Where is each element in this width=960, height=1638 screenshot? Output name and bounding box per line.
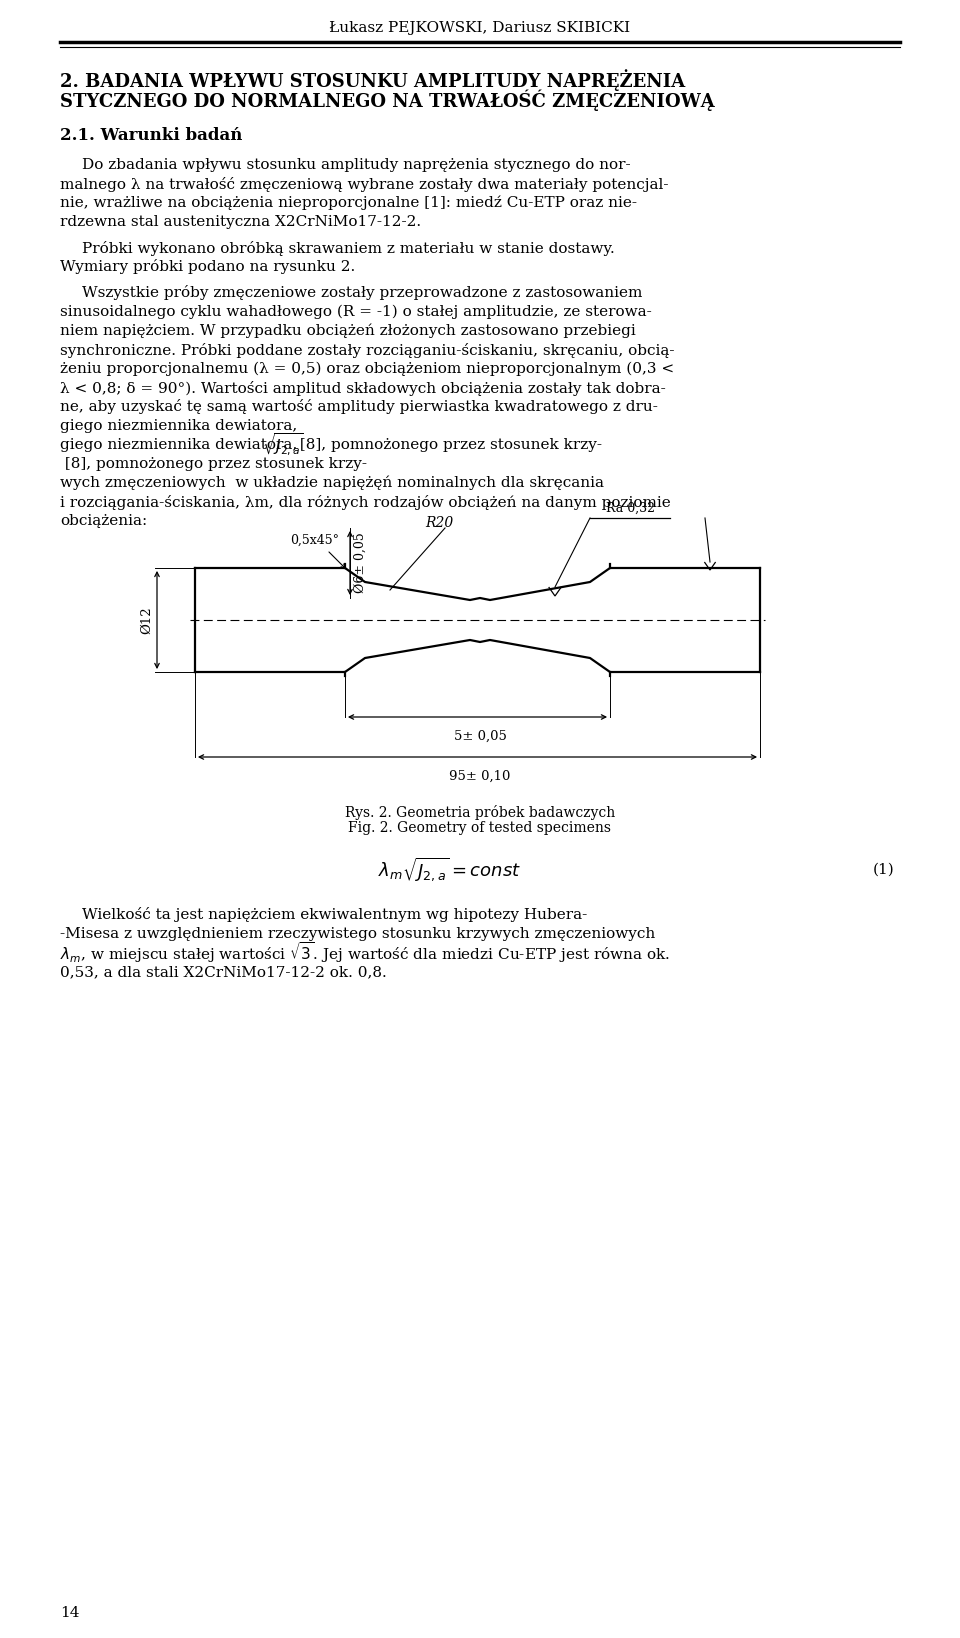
Text: ne, aby uzyskać tę samą wartość amplitudy pierwiastka kwadratowego z dru-: ne, aby uzyskać tę samą wartość amplitud… — [60, 400, 658, 414]
Text: Ø12: Ø12 — [140, 606, 153, 634]
Text: -Misesa z uwzględnieniem rzeczywistego stosunku krzywych zmęczeniowych: -Misesa z uwzględnieniem rzeczywistego s… — [60, 927, 656, 940]
Text: Rys. 2. Geometria próbek badawczych: Rys. 2. Geometria próbek badawczych — [345, 804, 615, 819]
Text: Wszystkie próby zmęczeniowe zostały przeprowadzone z zastosowaniem: Wszystkie próby zmęczeniowe zostały prze… — [82, 285, 642, 300]
Text: $\lambda_m$, w miejscu stałej wartości $\sqrt{3}$. Jej wartość dla miedzi Cu-ETP: $\lambda_m$, w miejscu stałej wartości $… — [60, 940, 670, 965]
Text: 5± 0,05: 5± 0,05 — [453, 731, 507, 744]
Text: i rozciągania-ściskania, λm, dla różnych rodzajów obciążeń na danym poziomie: i rozciągania-ściskania, λm, dla różnych… — [60, 495, 671, 509]
Text: obciążenia:: obciążenia: — [60, 514, 147, 527]
Text: 14: 14 — [60, 1605, 80, 1620]
Text: $\sqrt{J_{2,a}}$: $\sqrt{J_{2,a}}$ — [262, 432, 303, 459]
Text: niem napiężciem. W przypadku obciążeń złożonych zastosowano przebiegi: niem napiężciem. W przypadku obciążeń zł… — [60, 324, 636, 339]
Text: STYCZNEGO DO NORMALNEGO NA TRWAŁOŚĆ ZMĘCZENIOWĄ: STYCZNEGO DO NORMALNEGO NA TRWAŁOŚĆ ZMĘC… — [60, 88, 715, 111]
Text: Łukasz PEJKOWSKI, Dariusz SKIBICKI: Łukasz PEJKOWSKI, Dariusz SKIBICKI — [329, 21, 631, 34]
Text: Ø6± 0,05: Ø6± 0,05 — [354, 532, 367, 593]
Text: nie, wrażliwe na obciążenia nieproporcjonalne [1]: miedź Cu-ETP oraz nie-: nie, wrażliwe na obciążenia nieproporcjo… — [60, 197, 637, 210]
Text: (1): (1) — [874, 863, 895, 876]
Text: [8], pomnożonego przez stosunek krzy-: [8], pomnożonego przez stosunek krzy- — [295, 437, 602, 452]
Text: R20: R20 — [425, 516, 453, 531]
Text: wych zmęczeniowych  w układzie napiężęń nominalnych dla skręcania: wych zmęczeniowych w układzie napiężęń n… — [60, 475, 604, 490]
Text: 0,53, a dla stali X2CrNiMo17-12-2 ok. 0,8.: 0,53, a dla stali X2CrNiMo17-12-2 ok. 0,… — [60, 965, 387, 980]
Text: 0,5x45°: 0,5x45° — [290, 534, 339, 547]
Text: synchroniczne. Próbki poddane zostały rozciąganiu-ściskaniu, skręcaniu, obcią-: synchroniczne. Próbki poddane zostały ro… — [60, 342, 675, 357]
Text: Do zbadania wpływu stosunku amplitudy naprężenia stycznego do nor-: Do zbadania wpływu stosunku amplitudy na… — [82, 157, 631, 172]
Text: giego niezmiennika dewiatora,: giego niezmiennika dewiatora, — [60, 419, 298, 432]
Text: 2.1. Warunki badań: 2.1. Warunki badań — [60, 126, 242, 144]
Text: malnego λ na trwałość zmęczeniową wybrane zostały dwa materiały potencjal-: malnego λ na trwałość zmęczeniową wybran… — [60, 177, 668, 192]
Text: rdzewna stal austenityczna X2CrNiMo17-12-2.: rdzewna stal austenityczna X2CrNiMo17-12… — [60, 215, 421, 229]
Text: Fig. 2. Geometry of tested specimens: Fig. 2. Geometry of tested specimens — [348, 821, 612, 835]
Text: giego niezmiennika dewiatora,: giego niezmiennika dewiatora, — [60, 437, 302, 452]
Text: 2. BADANIA WPŁYWU STOSUNKU AMPLITUDY NAPRĘŻENIA: 2. BADANIA WPŁYWU STOSUNKU AMPLITUDY NAP… — [60, 69, 685, 92]
Text: $\lambda_m\sqrt{J_{2,a}} = const$: $\lambda_m\sqrt{J_{2,a}} = const$ — [378, 857, 521, 885]
Text: 95± 0,10: 95± 0,10 — [449, 770, 511, 783]
Text: Ra 0,32: Ra 0,32 — [606, 501, 655, 514]
Text: [8], pomnożonego przez stosunek krzy-: [8], pomnożonego przez stosunek krzy- — [60, 457, 367, 472]
Text: żeniu proporcjonalnemu (λ = 0,5) oraz obciążeniom nieproporcjonalnym (0,3 <: żeniu proporcjonalnemu (λ = 0,5) oraz ob… — [60, 362, 674, 377]
Text: Wymiary próbki podano na rysunku 2.: Wymiary próbki podano na rysunku 2. — [60, 259, 355, 275]
Text: Próbki wykonano obróbką skrawaniem z materiału w stanie dostawy.: Próbki wykonano obróbką skrawaniem z mat… — [82, 241, 614, 256]
Text: λ < 0,8; δ = 90°). Wartości amplitud składowych obciążenia zostały tak dobra-: λ < 0,8; δ = 90°). Wartości amplitud skł… — [60, 380, 665, 395]
Text: sinusoidalnego cyklu wahadłowego (R = -1) o stałej amplitudzie, ze sterowa-: sinusoidalnego cyklu wahadłowego (R = -1… — [60, 305, 652, 319]
Text: Wielkość ta jest napiężciem ekwiwalentnym wg hipotezy Hubera-: Wielkość ta jest napiężciem ekwiwalentny… — [82, 907, 588, 922]
